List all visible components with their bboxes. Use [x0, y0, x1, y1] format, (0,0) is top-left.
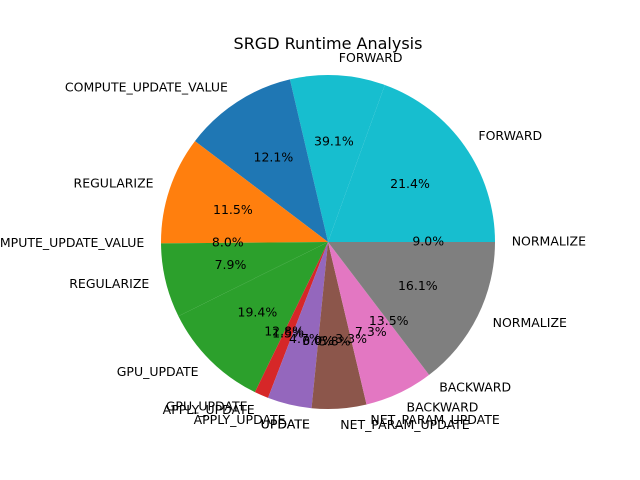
pie-slice — [328, 242, 495, 375]
slice-label: GPU_UPDATE — [117, 364, 199, 379]
slice-label: NORMALIZE — [512, 234, 586, 249]
pie-slice — [289, 74, 385, 242]
slice-label: NET_PARAM_UPDATE — [340, 417, 469, 432]
slice-label: APPLY_UPDATE — [194, 412, 286, 427]
pie-slice — [161, 141, 328, 244]
slice-percent-label: 12.1% — [254, 150, 294, 165]
slice-label: GPU_UPDATE — [166, 399, 248, 414]
slice-label: APPLY_UPDATE — [163, 402, 255, 417]
pie-slice — [254, 242, 328, 398]
pie-slice — [178, 242, 328, 393]
slice-label: UPDATE — [261, 416, 310, 431]
pie-slice — [328, 84, 495, 242]
slice-label: REGULARIZE — [69, 276, 149, 291]
slice-label: COMPUTE_UPDATE_VALUE — [0, 235, 144, 250]
slice-percent-label: 0.0% — [302, 333, 334, 348]
slice-percent-label: 11.5% — [213, 202, 253, 217]
pie-slice — [328, 242, 430, 405]
slice-label: NET_PARAM_UPDATE — [370, 412, 499, 427]
slice-percent-label: 8.0% — [212, 234, 244, 249]
slice-percent-label: 19.4% — [238, 305, 278, 320]
slice-label: COMPUTE_UPDATE_VALUE — [65, 79, 228, 94]
pie-slice — [194, 79, 328, 243]
slice-label: FORWARD — [339, 50, 403, 65]
slice-percent-label: 3.3% — [335, 331, 367, 346]
slice-percent-label: 39.1% — [314, 134, 354, 149]
slice-percent-label: 13.5% — [369, 313, 409, 328]
slice-percent-label: 21.4% — [390, 176, 430, 191]
slice-label: UPDATE — [261, 416, 310, 431]
slice-percent-label: 9.0% — [412, 234, 444, 249]
slice-percent-label: 4.7% — [289, 331, 321, 346]
slice-label: BACKWARD — [439, 380, 511, 395]
slice-label: BACKWARD — [407, 400, 479, 415]
slice-percent-label: 5.8% — [319, 334, 351, 349]
slice-label: REGULARIZE — [74, 176, 154, 191]
chart-title: SRGD Runtime Analysis — [234, 34, 423, 53]
slice-percent-label: 3.0% — [302, 333, 334, 348]
pie-slice — [161, 242, 328, 317]
slice-label: NORMALIZE — [493, 315, 567, 330]
slice-percent-label: 16.1% — [398, 278, 438, 293]
pie-slice — [311, 242, 367, 410]
slice-label: FORWARD — [478, 128, 542, 143]
slice-percent-label: 7.9% — [215, 257, 247, 272]
pie-slices — [161, 74, 495, 410]
pie-slice — [268, 242, 328, 409]
slice-percent-label: 7.3% — [355, 324, 387, 339]
slice-percent-label: 12.8% — [264, 324, 304, 339]
slice-percent-label: 1.5% — [272, 325, 304, 340]
pie-labels: FORWARD 21.4% FORWARD 39.1% COMPUTE_UPDATE_V… — [0, 50, 586, 432]
